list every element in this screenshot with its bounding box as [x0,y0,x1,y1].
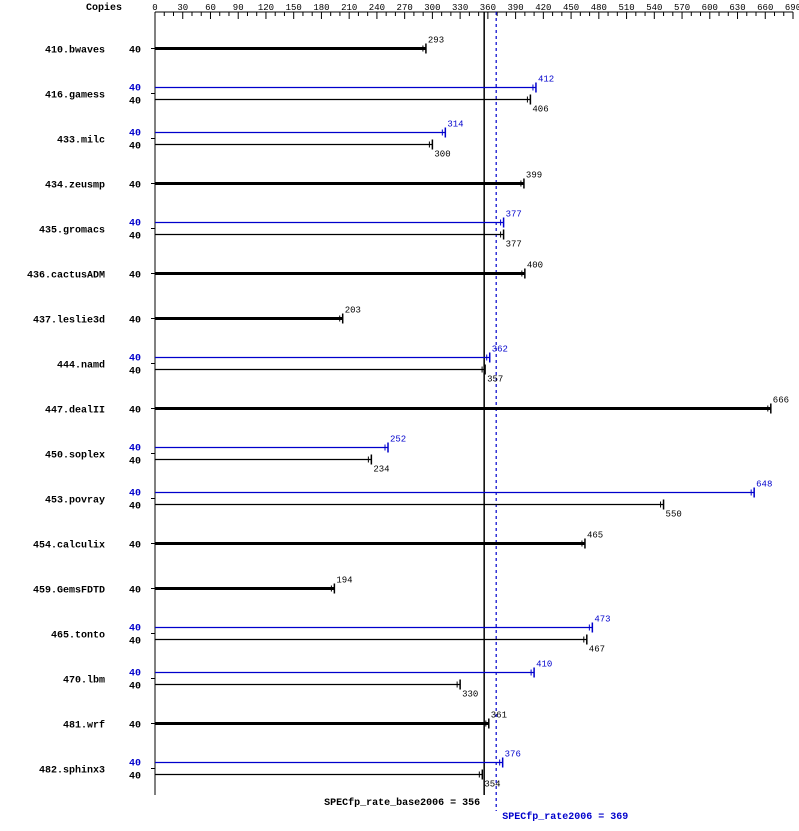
base-copies: 40 [129,97,141,108]
x-tick-label: 570 [674,3,690,13]
base-value: 361 [491,711,507,721]
peak-copies: 40 [129,759,141,770]
base-copies: 40 [129,181,141,192]
x-tick-label: 360 [480,3,496,13]
x-tick-label: 210 [341,3,357,13]
base-value: 399 [526,171,542,181]
base-value: 293 [428,36,444,46]
peak-value: 410 [536,660,552,670]
peak-value: 252 [390,435,406,445]
base-copies: 40 [129,316,141,327]
base-copies: 40 [129,721,141,732]
peak-copies: 40 [129,669,141,680]
x-tick-label: 420 [535,3,551,13]
x-tick-label: 480 [591,3,607,13]
base-copies: 40 [129,232,141,243]
x-tick-label: 630 [729,3,745,13]
peak-copies: 40 [129,354,141,365]
base-value: 203 [345,306,361,316]
base-value: 666 [773,396,789,406]
x-tick-label: 300 [424,3,440,13]
base-copies: 40 [129,502,141,513]
base-value: 300 [434,150,450,160]
peak-copies: 40 [129,84,141,95]
benchmark-name: 436.cactusADM [27,271,105,282]
benchmark-name: 470.lbm [63,675,105,687]
x-tick-label: 120 [258,3,274,13]
x-tick-label: 150 [286,3,302,13]
base-value: 377 [506,240,522,250]
x-tick-label: 510 [618,3,634,13]
benchmark-name: 447.dealII [45,405,105,417]
peak-copies: 40 [129,129,141,140]
x-tick-label: 390 [508,3,524,13]
benchmark-name: 453.povray [45,496,105,507]
base-copies: 40 [129,271,141,282]
peak-value: 376 [505,750,521,760]
peak-value: 362 [492,345,508,355]
x-tick-label: 180 [313,3,329,13]
base-value: 467 [589,645,605,655]
x-tick-label: 240 [369,3,385,13]
base-copies: 40 [129,46,141,57]
base-copies: 40 [129,586,141,597]
base-copies: 40 [129,142,141,153]
benchmark-name: 434.zeusmp [45,181,105,192]
base-value: 406 [532,105,548,115]
benchmark-name: 433.milc [57,135,105,147]
x-tick-label: 660 [757,3,773,13]
benchmark-name: 465.tonto [51,631,105,642]
x-tick-label: 450 [563,3,579,13]
base-copies: 40 [129,457,141,468]
benchmark-name: 410.bwaves [45,45,105,57]
base-copies: 40 [129,637,141,648]
peak-value: 648 [756,480,772,490]
x-tick-label: 690 [785,3,799,13]
benchmark-name: 481.wrf [63,720,105,732]
peak-copies: 40 [129,489,141,500]
x-tick-label: 0 [152,3,157,13]
peak-value: 377 [506,210,522,220]
base-copies: 40 [129,682,141,693]
benchmark-name: 416.gamess [45,91,105,102]
copies-header: Copies [86,2,122,14]
x-tick-label: 330 [452,3,468,13]
benchmark-name: 437.leslie3d [33,315,105,327]
x-tick-label: 270 [397,3,413,13]
base-value: 550 [666,510,682,520]
base-value: 357 [487,375,503,385]
x-tick-label: 30 [177,3,188,13]
baseline-base-label: SPECfp_rate_base2006 = 356 [324,797,480,809]
benchmark-name: 444.namd [57,360,105,372]
base-copies: 40 [129,772,141,783]
baseline-peak-label: SPECfp_rate2006 = 369 [502,811,628,823]
benchmark-name: 482.sphinx3 [39,765,105,777]
base-copies: 40 [129,406,141,417]
base-value: 194 [336,576,352,586]
peak-copies: 40 [129,624,141,635]
base-copies: 40 [129,541,141,552]
base-value: 465 [587,531,603,541]
base-value: 330 [462,690,478,700]
x-tick-label: 600 [702,3,718,13]
peak-value: 473 [594,615,610,625]
peak-copies: 40 [129,219,141,230]
benchmark-name: 435.gromacs [39,226,105,237]
benchmark-name: 454.calculix [33,540,105,552]
base-value: 354 [484,780,500,790]
peak-value: 412 [538,75,554,85]
benchmark-name: 459.GemsFDTD [33,586,105,597]
x-tick-label: 540 [646,3,662,13]
peak-value: 314 [447,120,463,130]
spec-rate-chart: 0 30 60 90 120 150 180 210 240 270 300 330 360 390 420… [0,0,799,831]
x-tick-label: 60 [205,3,216,13]
base-copies: 40 [129,367,141,378]
benchmark-name: 450.soplex [45,450,105,462]
x-tick-label: 90 [233,3,244,13]
peak-copies: 40 [129,444,141,455]
base-value: 400 [527,261,543,271]
base-value: 234 [373,465,389,475]
